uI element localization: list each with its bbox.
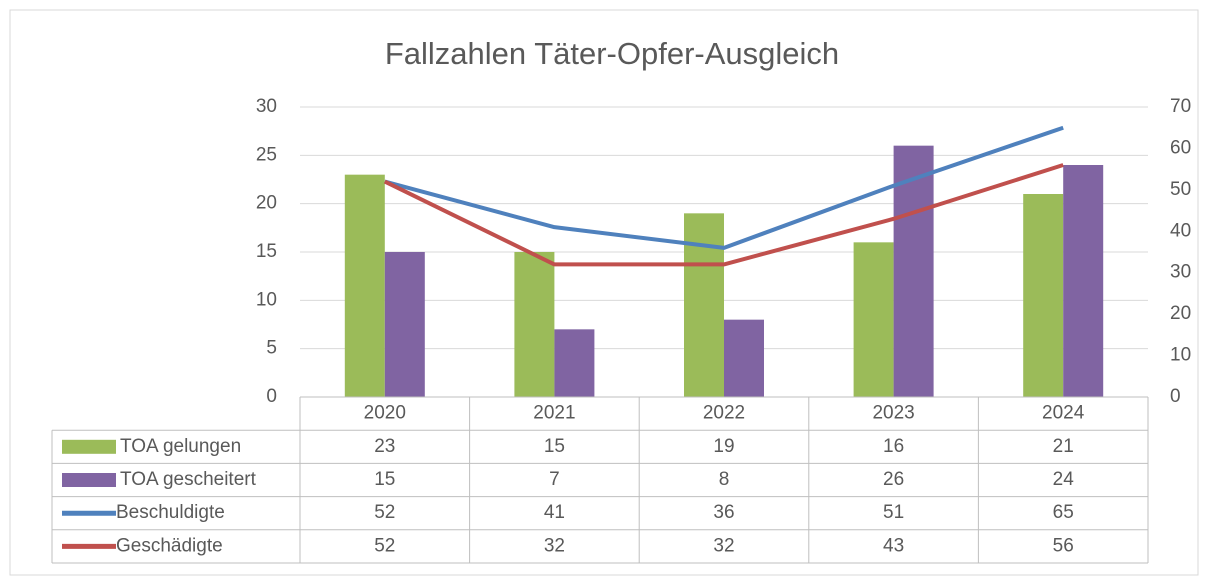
bar [554,329,595,397]
table-value: 16 [883,436,904,457]
line [383,163,1064,267]
y-tick-label: 30 [256,96,277,117]
table-value: 32 [544,535,565,556]
bar [853,242,894,397]
table-value: 36 [713,502,734,523]
table-value: 52 [374,502,395,523]
table-value: 19 [713,436,734,457]
chart-border [9,9,1199,576]
table-value: 52 [374,535,395,556]
table-value: 15 [544,436,565,457]
bar [384,252,425,397]
x-tick-label: 2022 [703,403,745,424]
y2-tick-label: 70 [1170,96,1191,117]
bar [893,145,934,397]
table-value: 56 [1053,535,1074,556]
y2-tick-label: 50 [1170,179,1191,200]
y-tick-label: 15 [256,241,277,262]
line [384,125,1064,250]
legend-label: TOA gescheitert [120,469,257,490]
bar [1063,165,1104,397]
table-value: 7 [549,469,560,490]
table-value: 15 [374,469,395,490]
x-tick-label: 2020 [364,403,406,424]
table-value: 51 [883,502,904,523]
y-tick-label: 0 [266,386,277,407]
x-tick-label: 2023 [872,403,914,424]
table-value: 26 [883,469,904,490]
bar [514,252,555,397]
y-tick-label: 20 [256,193,277,214]
chart-title: Fallzahlen Täter-Opfer-Ausgleich [385,36,839,71]
table-value: 21 [1053,436,1074,457]
bar [1023,194,1064,397]
y-tick-label: 10 [256,289,277,310]
legend-label: Geschädigte [116,535,223,556]
table-value: 65 [1053,502,1074,523]
bar [344,174,385,397]
table-value: 32 [713,535,734,556]
table-value: 23 [374,436,395,457]
legend-label: Beschuldigte [116,502,225,523]
x-tick-label: 2021 [533,403,575,424]
legend-label: TOA gelungen [120,436,241,457]
y-tick-label: 25 [256,144,277,165]
y2-tick-label: 40 [1170,220,1191,241]
y2-tick-label: 60 [1170,137,1191,158]
bar [684,213,724,397]
bar [724,319,764,397]
y2-tick-label: 0 [1170,386,1181,407]
y2-tick-label: 20 [1170,303,1191,324]
y2-tick-label: 10 [1170,345,1191,366]
table-value: 43 [883,535,904,556]
y2-tick-label: 30 [1170,262,1191,283]
legend-key [62,439,116,454]
table-value: 41 [544,502,565,523]
legend-key [62,473,116,487]
table-value: 24 [1053,469,1075,490]
y-tick-label: 5 [266,338,277,359]
x-tick-label: 2024 [1042,403,1085,424]
table-value: 8 [719,469,730,490]
